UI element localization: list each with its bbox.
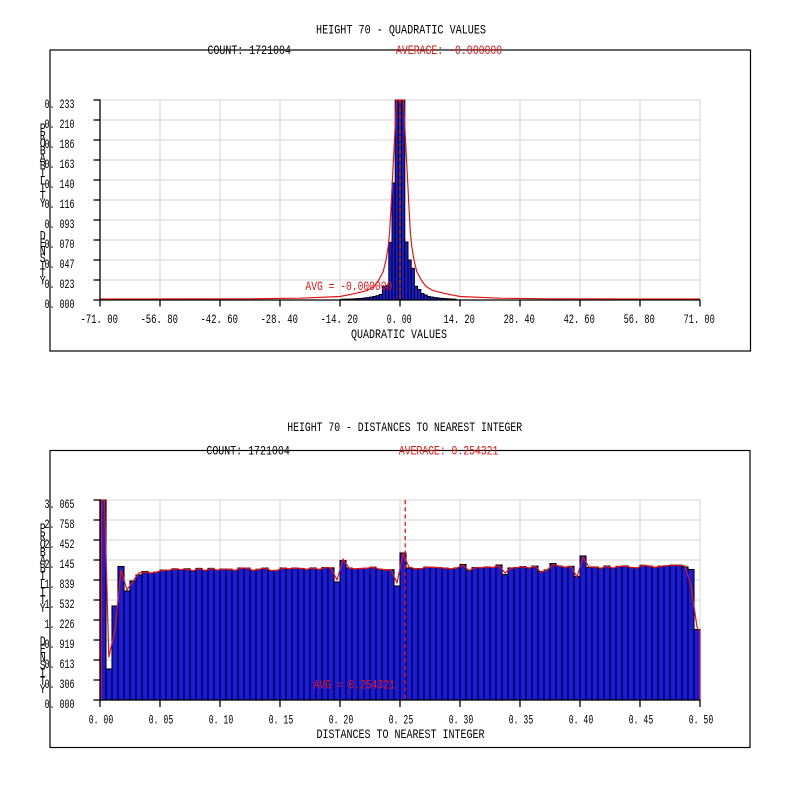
svg-text:Y: Y — [40, 601, 46, 616]
svg-text:0. 40: 0. 40 — [569, 712, 593, 727]
svg-text:0. 15: 0. 15 — [269, 712, 293, 727]
svg-text:3. 065: 3. 065 — [45, 497, 75, 512]
svg-text:0. 613: 0. 613 — [45, 657, 75, 672]
svg-text:0. 163: 0. 163 — [45, 157, 75, 172]
svg-text:0. 070: 0. 070 — [45, 237, 75, 252]
svg-text:71. 00: 71. 00 — [684, 312, 715, 327]
svg-text:P: P — [40, 121, 46, 136]
svg-text:0. 023: 0. 023 — [45, 277, 75, 292]
svg-text:R: R — [40, 529, 46, 544]
svg-text:0. 000: 0. 000 — [45, 697, 75, 712]
svg-text:0. 00: 0. 00 — [89, 712, 113, 727]
svg-text:-28. 40: -28. 40 — [260, 312, 298, 327]
svg-text:L: L — [40, 577, 46, 592]
svg-text:O: O — [40, 136, 46, 151]
svg-text:I: I — [40, 585, 46, 600]
svg-text:0. 30: 0. 30 — [449, 712, 473, 727]
svg-text:I: I — [40, 666, 46, 681]
svg-text:2. 452: 2. 452 — [45, 537, 75, 552]
svg-text:-42. 60: -42. 60 — [200, 312, 238, 327]
svg-text:B: B — [40, 545, 46, 560]
svg-text:-71. 00: -71. 00 — [80, 312, 118, 327]
svg-text:0. 10: 0. 10 — [209, 712, 233, 727]
svg-text:E: E — [40, 236, 46, 251]
svg-text:COUNT: 1721004: COUNT: 1721004 — [208, 43, 292, 58]
svg-text:Y: Y — [40, 682, 46, 697]
svg-text:2. 758: 2. 758 — [45, 517, 75, 532]
svg-text:Y: Y — [40, 196, 46, 211]
svg-text:2. 145: 2. 145 — [45, 557, 75, 572]
svg-text:B: B — [40, 158, 46, 173]
svg-text:HEIGHT 70 - DISTANCES TO NEARE: HEIGHT 70 - DISTANCES TO NEAREST INTEGER — [287, 420, 522, 435]
svg-text:P: P — [40, 521, 46, 536]
svg-text:COUNT: 1721004: COUNT: 1721004 — [206, 443, 290, 458]
svg-text:0. 210: 0. 210 — [45, 117, 75, 132]
svg-text:AVG = 0.254321: AVG = 0.254321 — [314, 678, 395, 693]
svg-text:0. 00: 0. 00 — [387, 312, 412, 327]
svg-text:0. 05: 0. 05 — [149, 712, 173, 727]
svg-text:0. 20: 0. 20 — [329, 712, 353, 727]
svg-text:0. 35: 0. 35 — [509, 712, 533, 727]
svg-text:0. 919: 0. 919 — [45, 637, 75, 652]
svg-text:-14. 20: -14. 20 — [320, 312, 358, 327]
svg-text:AVG = -0.000000: AVG = -0.000000 — [305, 279, 392, 294]
svg-text:42. 60: 42. 60 — [564, 312, 595, 327]
svg-text:1. 532: 1. 532 — [45, 597, 75, 612]
svg-text:14. 20: 14. 20 — [444, 312, 475, 327]
svg-text:0. 25: 0. 25 — [389, 712, 413, 727]
svg-text:-56. 80: -56. 80 — [140, 312, 178, 327]
svg-text:AVERAGE: 0.254321: AVERAGE: 0.254321 — [399, 443, 499, 458]
svg-text:1. 839: 1. 839 — [45, 577, 75, 592]
svg-text:I: I — [40, 258, 46, 273]
svg-text:0. 093: 0. 093 — [45, 217, 75, 232]
svg-text:A: A — [40, 553, 46, 568]
svg-text:R: R — [40, 128, 46, 143]
svg-text:0. 306: 0. 306 — [45, 677, 75, 692]
svg-text:T: T — [40, 593, 46, 608]
svg-text:0. 186: 0. 186 — [45, 137, 75, 152]
svg-text:B: B — [40, 561, 46, 576]
svg-text:N: N — [40, 243, 46, 258]
svg-text:0. 140: 0. 140 — [45, 177, 75, 192]
svg-text:0. 000: 0. 000 — [45, 297, 75, 312]
svg-text:S: S — [40, 251, 46, 266]
svg-text:T: T — [40, 188, 46, 203]
svg-text:A: A — [40, 151, 46, 166]
svg-text:N: N — [40, 650, 46, 665]
svg-text:28. 40: 28. 40 — [504, 312, 535, 327]
svg-text:QUADRATIC VALUES: QUADRATIC VALUES — [351, 327, 447, 342]
svg-text:HEIGHT 70 - QUADRATIC VALUES: HEIGHT 70 - QUADRATIC VALUES — [316, 23, 486, 38]
svg-text:S: S — [40, 658, 46, 673]
svg-text:I: I — [40, 569, 46, 584]
svg-text:0. 116: 0. 116 — [45, 197, 75, 212]
svg-text:I: I — [40, 181, 46, 196]
svg-text:1. 226: 1. 226 — [45, 617, 75, 632]
svg-text:I: I — [40, 166, 46, 181]
svg-text:L: L — [40, 173, 46, 188]
svg-text:T: T — [40, 674, 46, 689]
svg-text:B: B — [40, 143, 46, 158]
svg-text:AVERAGE: -0.000000: AVERAGE: -0.000000 — [396, 43, 502, 58]
svg-text:DISTANCES TO NEAREST INTEGER: DISTANCES TO NEAREST INTEGER — [317, 727, 485, 742]
svg-text:0. 047: 0. 047 — [45, 257, 75, 272]
svg-text:E: E — [40, 642, 46, 657]
svg-text:Y: Y — [40, 273, 46, 288]
svg-text:T: T — [40, 266, 46, 281]
svg-text:0. 233: 0. 233 — [45, 97, 75, 112]
svg-text:D: D — [40, 228, 46, 243]
svg-text:D: D — [40, 634, 46, 649]
svg-text:56. 80: 56. 80 — [624, 312, 655, 327]
svg-text:0. 50: 0. 50 — [689, 712, 713, 727]
svg-text:O: O — [40, 537, 46, 552]
svg-text:0. 45: 0. 45 — [629, 712, 653, 727]
